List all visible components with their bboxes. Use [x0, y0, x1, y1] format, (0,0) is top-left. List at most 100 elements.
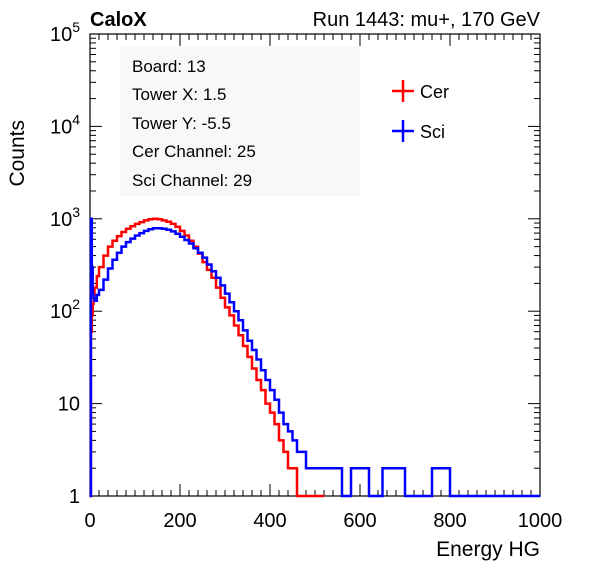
series-sci-point [107, 267, 109, 270]
series-sci-point [282, 423, 285, 425]
x-tick-label: 0 [84, 510, 95, 532]
series-cer-point [278, 439, 280, 442]
series-cer-point [107, 245, 109, 248]
run-label: Run 1443: mu+, 170 GeV [313, 9, 541, 31]
series-sci-point [273, 399, 276, 401]
series-sci-point [179, 235, 181, 238]
series-cer-point [255, 379, 258, 381]
series-sci-point [210, 270, 213, 273]
series-sci-point [134, 234, 136, 237]
series-sci-point [242, 329, 244, 332]
series-sci-point [269, 389, 271, 391]
series-sci-point [143, 230, 145, 232]
series-sci-point [251, 349, 253, 351]
y-tick-label: 10 [58, 394, 80, 416]
series-cer-point [143, 219, 145, 222]
series-cer-point [165, 220, 168, 223]
series-cer-point [282, 451, 285, 453]
series-sci-point [341, 495, 343, 497]
series-sci-point [188, 242, 190, 245]
series-sci-point [255, 358, 258, 361]
series-sci-point [201, 256, 204, 259]
series-sci-point [233, 310, 235, 313]
series-cer-point [242, 345, 244, 347]
series-sci-point [431, 467, 433, 470]
series-sci-point [314, 467, 316, 470]
series-cer-point [96, 275, 98, 277]
series-sci-point [161, 228, 163, 230]
series-sci-point [305, 467, 307, 470]
series-sci-point [170, 230, 172, 233]
series-cer-point [201, 261, 204, 263]
series-sci-point [138, 232, 141, 234]
series-cer-point [233, 324, 235, 327]
series-sci-point [237, 319, 240, 322]
y-tick-label: 105 [50, 19, 80, 46]
series-sci-point [246, 339, 249, 342]
series-cer-point [116, 235, 118, 237]
legend-marker-cer [392, 80, 414, 102]
y-tick-exponent: 4 [72, 111, 80, 127]
series-cer-point [273, 423, 276, 425]
info-tower-y: Tower Y: -5.5 [132, 114, 231, 133]
series-sci-point [91, 266, 93, 268]
series-sci-point [89, 495, 91, 497]
series-cer-point [152, 218, 154, 220]
series-cer-point [111, 239, 114, 242]
series-sci-point [350, 467, 352, 470]
series-cer-point [269, 411, 271, 414]
series-sci-point [174, 232, 177, 235]
series-sci-point [228, 301, 231, 304]
series-cer-point [174, 226, 177, 228]
y-tick-label: 102 [50, 296, 80, 323]
series-sci-point [287, 430, 289, 433]
x-axis-label: Energy HG [436, 538, 540, 561]
y-tick-exponent: 5 [72, 19, 80, 35]
x-tick-label: 400 [253, 510, 286, 532]
series-cer-point [246, 356, 249, 358]
series-sci-point [264, 379, 267, 381]
y-axis-label: Counts [6, 120, 29, 187]
series-sci-point [92, 296, 95, 299]
series-sci-point [224, 292, 226, 295]
series-cer-point [125, 228, 127, 230]
series-sci-point [332, 467, 334, 470]
series-cer-point [215, 286, 217, 289]
series-sci-point [381, 467, 384, 470]
series-sci-point [359, 467, 361, 470]
series-sci-point [165, 229, 168, 231]
series-sci-line [89, 217, 540, 498]
series-sci-point [494, 495, 496, 497]
series-sci-point [96, 294, 98, 296]
series-sci-point [91, 294, 94, 296]
info-board: Board: 13 [132, 57, 206, 76]
series-cer-point [156, 218, 159, 220]
experiment-label: CaloX [90, 9, 147, 31]
series-sci-point [539, 495, 541, 497]
series-cer-point [98, 266, 100, 268]
series-cer-point [120, 231, 123, 233]
series-sci-point [93, 299, 96, 302]
series-cer-point [251, 367, 253, 370]
series-cer-point [147, 218, 150, 220]
series-cer-point [219, 296, 222, 299]
legend: Cer Sci [392, 80, 449, 142]
series-sci-point [111, 259, 114, 261]
series-cer-point [93, 286, 96, 289]
series-cer-point [210, 277, 213, 279]
series-sci-point [462, 495, 465, 497]
series-sci-point [449, 495, 451, 497]
series-cer-point [264, 402, 267, 405]
series-cer-point [206, 269, 208, 271]
info-sci-channel: Sci Channel: 29 [132, 171, 252, 190]
series-cer-point [314, 495, 316, 497]
series-sci-point [516, 495, 519, 497]
series-cer-point [91, 303, 94, 305]
series-sci-point [90, 218, 92, 220]
series-sci-point [260, 369, 262, 372]
series-cer-line [89, 217, 324, 498]
y-tick-exponent: 3 [72, 204, 80, 220]
series-sci-point [183, 239, 186, 241]
series-cer-point [305, 495, 307, 497]
